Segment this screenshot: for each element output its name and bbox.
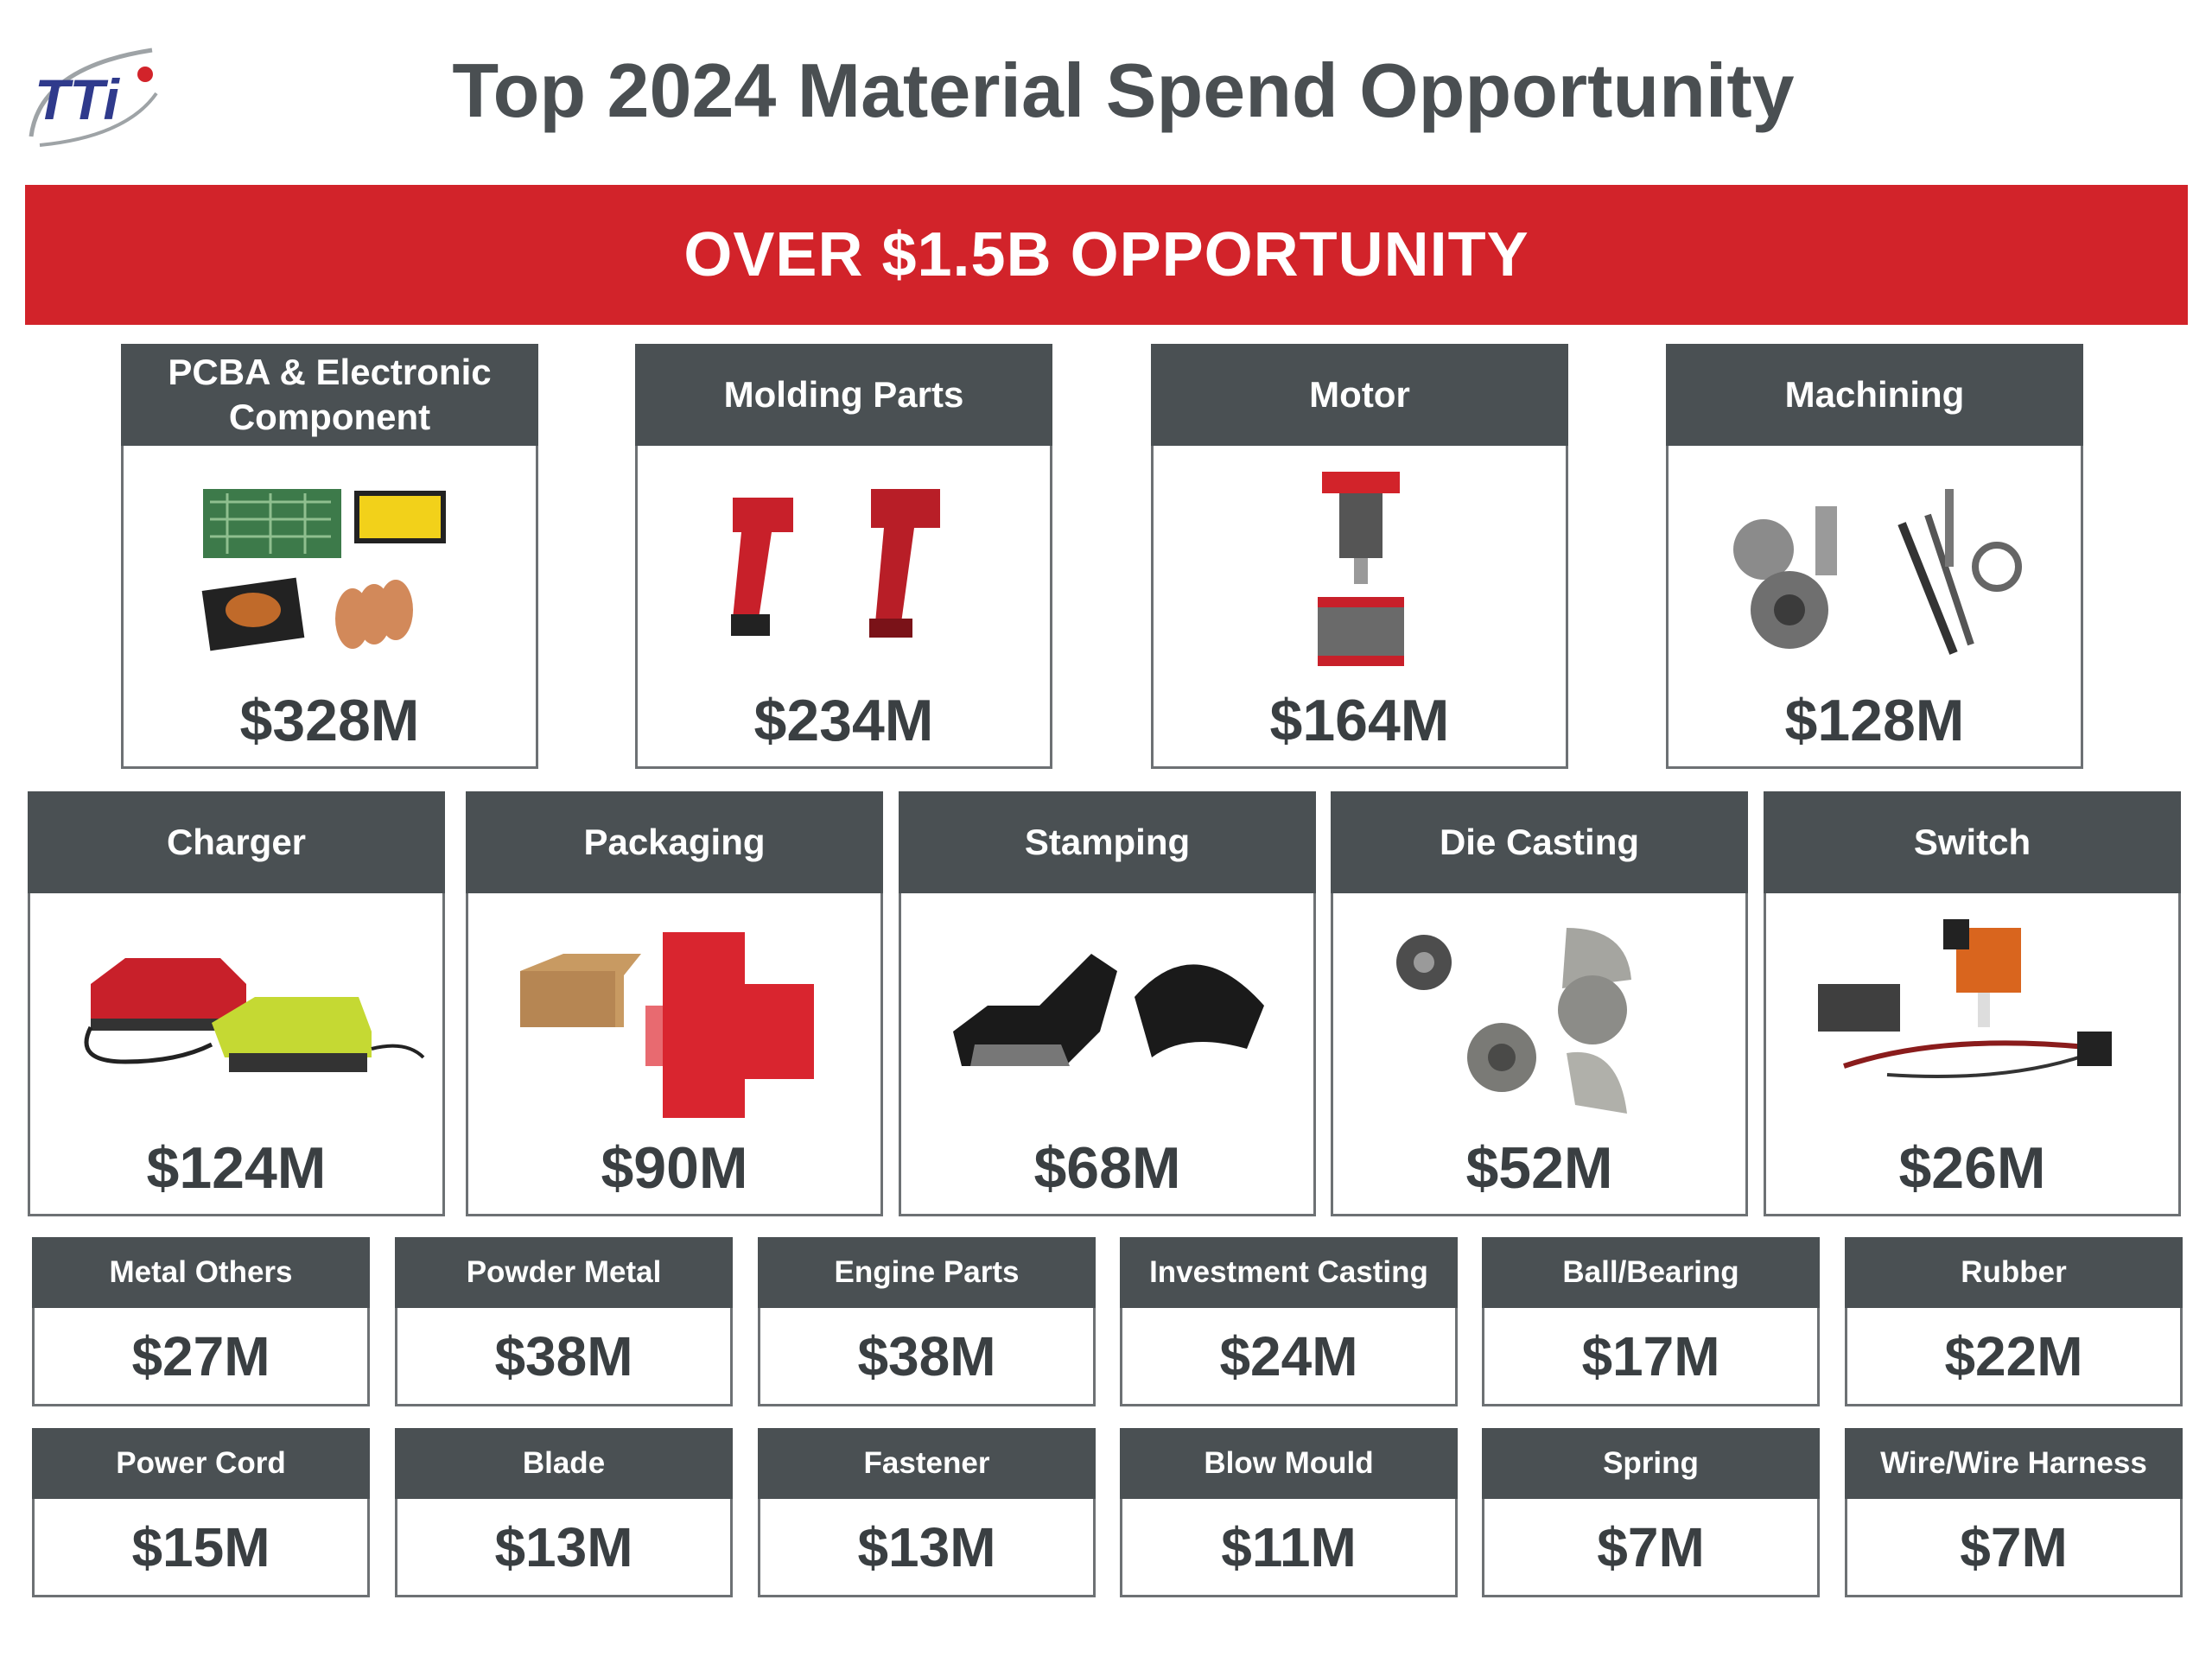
card-value: $38M	[494, 1325, 633, 1387]
card-label: Stamping	[899, 791, 1316, 893]
card-label: Rubber	[1845, 1237, 2183, 1308]
card-label: Blow Mould	[1120, 1428, 1458, 1499]
card-rubber: Rubber $22M	[1845, 1237, 2183, 1406]
card-metal-others: Metal Others $27M	[32, 1237, 370, 1406]
card-stamping: Stamping $68M	[899, 791, 1316, 1216]
stamping-image	[901, 902, 1313, 1132]
card-value: $128M	[1784, 688, 1965, 753]
card-label: Die Casting	[1331, 791, 1748, 893]
card-value: $7M	[1960, 1516, 2068, 1578]
pcba-image	[124, 454, 536, 684]
opportunity-banner: OVER $1.5B OPPORTUNITY	[25, 185, 2188, 325]
card-value: $38M	[857, 1325, 996, 1387]
card-value: $15M	[131, 1516, 270, 1578]
card-value: $52M	[1465, 1135, 1613, 1201]
card-packaging: Packaging $90M	[466, 791, 883, 1216]
card-value: $26M	[1898, 1135, 2046, 1201]
card-label: Spring	[1482, 1428, 1820, 1499]
card-value: $328M	[239, 688, 420, 753]
card-label: Machining	[1666, 344, 2083, 446]
switch-image	[1766, 902, 2178, 1132]
card-label: Ball/Bearing	[1482, 1237, 1820, 1308]
card-pcba: PCBA & Electronic Component $328M	[121, 344, 538, 769]
card-die-casting: Die Casting $52M	[1331, 791, 1748, 1216]
motor-image	[1154, 454, 1566, 684]
die-casting-image	[1333, 902, 1745, 1132]
card-machining: Machining $128M	[1666, 344, 2083, 769]
card-spring: Spring $7M	[1482, 1428, 1820, 1597]
card-value: $11M	[1221, 1516, 1357, 1578]
card-value: $90M	[601, 1135, 748, 1201]
card-label: Fastener	[758, 1428, 1096, 1499]
card-blow-mould: Blow Mould $11M	[1120, 1428, 1458, 1597]
card-label: Investment Casting	[1120, 1237, 1458, 1308]
card-value: $24M	[1219, 1325, 1358, 1387]
card-value: $68M	[1033, 1135, 1181, 1201]
card-label: Power Cord	[32, 1428, 370, 1499]
card-value: $164M	[1269, 688, 1450, 753]
packaging-image	[468, 902, 880, 1132]
card-label: Packaging	[466, 791, 883, 893]
card-label: Metal Others	[32, 1237, 370, 1308]
card-investment-casting: Investment Casting $24M	[1120, 1237, 1458, 1406]
card-value: $27M	[131, 1325, 270, 1387]
card-fastener: Fastener $13M	[758, 1428, 1096, 1597]
molding-parts-image	[638, 454, 1050, 684]
card-motor: Motor $164M	[1151, 344, 1568, 769]
card-value: $17M	[1581, 1325, 1720, 1387]
card-switch: Switch $26M	[1764, 791, 2181, 1216]
card-label: Motor	[1151, 344, 1568, 446]
card-powder-metal: Powder Metal $38M	[395, 1237, 733, 1406]
card-label: Switch	[1764, 791, 2181, 893]
card-engine-parts: Engine Parts $38M	[758, 1237, 1096, 1406]
machining-image	[1669, 454, 2081, 684]
card-blade: Blade $13M	[395, 1428, 733, 1597]
card-label: Molding Parts	[635, 344, 1052, 446]
card-value: $22M	[1944, 1325, 2083, 1387]
card-value: $234M	[753, 688, 934, 753]
card-label: Blade	[395, 1428, 733, 1499]
card-charger: Charger $124M	[28, 791, 445, 1216]
card-ball-bearing: Ball/Bearing $17M	[1482, 1237, 1820, 1406]
card-label: PCBA & Electronic Component	[121, 344, 538, 446]
tti-logo: TTi	[22, 33, 161, 154]
page-title: Top 2024 Material Spend Opportunity	[452, 48, 1795, 133]
card-wire-harness: Wire/Wire Harness $7M	[1845, 1428, 2183, 1597]
card-value: $124M	[146, 1135, 327, 1201]
card-label: Powder Metal	[395, 1237, 733, 1308]
card-label: Charger	[28, 791, 445, 893]
card-molding-parts: Molding Parts $234M	[635, 344, 1052, 769]
card-power-cord: Power Cord $15M	[32, 1428, 370, 1597]
card-label: Wire/Wire Harness	[1845, 1428, 2183, 1499]
card-label: Engine Parts	[758, 1237, 1096, 1308]
card-value: $13M	[857, 1516, 996, 1578]
card-value: $13M	[494, 1516, 633, 1578]
logo-wordmark: TTi	[35, 67, 120, 131]
card-value: $7M	[1597, 1516, 1705, 1578]
charger-image	[30, 902, 442, 1132]
banner-text: OVER $1.5B OPPORTUNITY	[683, 220, 1529, 289]
